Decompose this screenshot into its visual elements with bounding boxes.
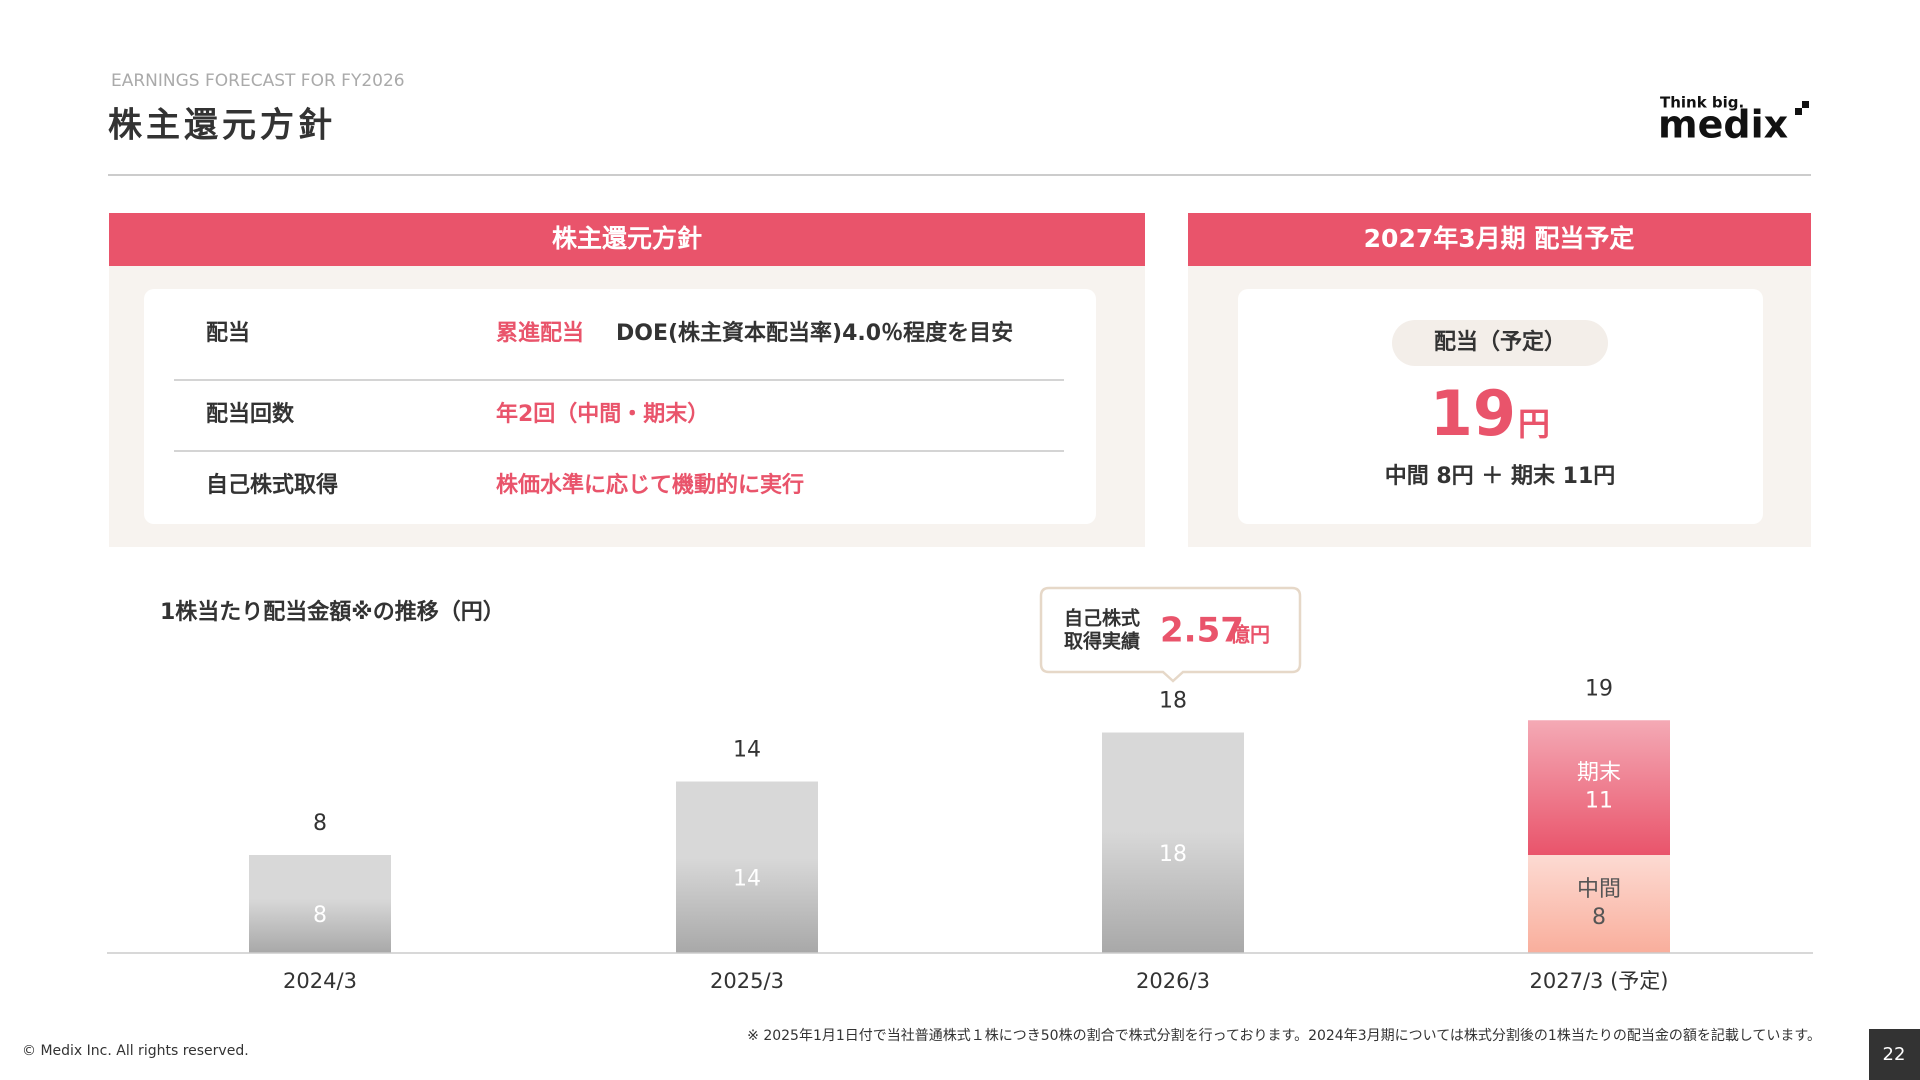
bar xyxy=(1528,720,1670,855)
total-label: 8 xyxy=(313,811,327,836)
amount-unit: 円 xyxy=(1518,405,1550,443)
subtitle: EARNINGS FORECAST FOR FY2026 xyxy=(111,71,405,91)
row-label: 自己株式取得 xyxy=(206,472,338,498)
callout-value: 2.57 xyxy=(1160,611,1244,651)
badge-text: 配当（予定） xyxy=(1434,329,1566,355)
policy-header xyxy=(109,213,1145,266)
logo-mark xyxy=(1802,101,1809,108)
copyright: © Medix Inc. All rights reserved. xyxy=(22,1043,249,1059)
x-tick-label: 2026/3 xyxy=(1136,969,1210,993)
policy-heading: 株主還元方針 xyxy=(552,224,702,253)
callout xyxy=(1039,586,1302,683)
bar xyxy=(249,855,391,953)
x-tick-label: 2024/3 xyxy=(283,969,357,993)
row-value: 累進配当 xyxy=(496,321,584,346)
data-label: 14 xyxy=(733,866,761,891)
callout-label: 取得実績 xyxy=(1064,630,1140,653)
page-number-box xyxy=(1869,1029,1920,1080)
amount: 19 xyxy=(1430,377,1516,450)
total-label: 14 xyxy=(733,738,761,763)
x-tick-label: 2025/3 xyxy=(710,969,784,993)
data-label: 8 xyxy=(1592,905,1606,930)
badge xyxy=(1392,320,1608,366)
logo-tagline: Think big. xyxy=(1660,94,1744,112)
logo-mark xyxy=(1795,108,1802,115)
forecast-heading: 2027年3月期 配当予定 xyxy=(1364,224,1635,253)
row-detail: DOE(株主資本配当率)4.0％程度を目安 xyxy=(616,320,1013,346)
row-value: 年2回（中間・期末） xyxy=(496,401,709,427)
row-value: 株価水準に応じて機動的に実行 xyxy=(496,472,804,498)
segment-name: 期末 xyxy=(1577,761,1621,786)
total-label: 18 xyxy=(1159,689,1187,714)
logo: medix xyxy=(1658,103,1788,147)
forecast-card xyxy=(1238,289,1763,524)
forecast-header xyxy=(1188,213,1811,266)
page-number: 22 xyxy=(1883,1044,1906,1065)
total-label: 19 xyxy=(1585,676,1613,701)
callout-unit: 億円 xyxy=(1230,623,1270,647)
policy-card xyxy=(144,289,1096,524)
plot: 8 8 2024/3 14 14 2025/3 18 18 2026/3 中間 8 期末 11 19 202… xyxy=(249,676,1670,993)
footnote: ※ 2025年1月1日付で当社普通株式１株につき50株の割合で株式分割を行ってお… xyxy=(747,1027,1821,1044)
x-tick-label: 2027/3 (予定) xyxy=(1530,969,1669,993)
breakdown: 中間 8円 ＋ 期末 11円 xyxy=(1385,464,1616,489)
bar xyxy=(676,781,818,953)
bar xyxy=(1102,732,1244,953)
segment-name: 中間 xyxy=(1577,877,1621,902)
bar xyxy=(1528,855,1670,953)
title: 株主還元方針 xyxy=(108,106,336,146)
callout-label: 自己株式 xyxy=(1064,607,1140,630)
row-label: 配当 xyxy=(206,321,250,346)
chart-title: 1株当たり配当金額※の推移（円） xyxy=(160,599,505,625)
row-label: 配当回数 xyxy=(206,401,295,427)
data-label: 11 xyxy=(1585,789,1613,814)
data-label: 18 xyxy=(1159,842,1187,867)
data-label: 8 xyxy=(313,903,327,928)
